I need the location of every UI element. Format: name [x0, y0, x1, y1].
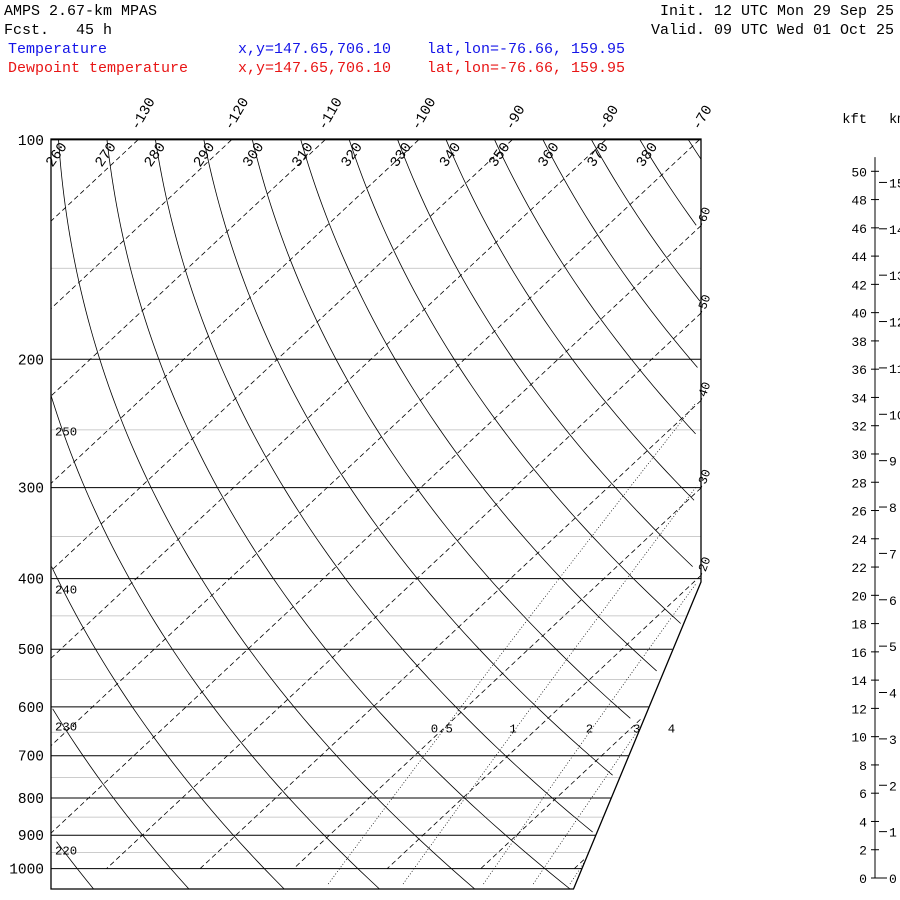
svg-text:1.: 1. — [889, 826, 900, 841]
svg-text:500: 500 — [18, 643, 44, 659]
svg-text:46: 46 — [851, 222, 867, 237]
svg-text:30: 30 — [851, 448, 867, 463]
svg-text:2: 2 — [586, 722, 593, 736]
svg-text:1: 1 — [509, 722, 516, 736]
svg-text:-20: -20 — [694, 555, 715, 581]
svg-text:300: 300 — [18, 482, 44, 498]
svg-text:-90: -90 — [503, 103, 530, 134]
svg-text:5.: 5. — [889, 640, 900, 655]
svg-text:900: 900 — [18, 829, 44, 845]
svg-text:42: 42 — [851, 278, 867, 293]
svg-text:0: 0 — [859, 872, 867, 887]
svg-text:700: 700 — [18, 750, 44, 766]
svg-text:40: 40 — [851, 307, 867, 322]
svg-text:4: 4 — [859, 815, 867, 830]
svg-text:370: 370 — [585, 140, 613, 171]
svg-text:9.: 9. — [889, 455, 900, 470]
svg-text:200: 200 — [18, 353, 44, 369]
svg-text:360: 360 — [535, 140, 563, 171]
svg-text:-30: -30 — [694, 468, 715, 494]
svg-text:-80: -80 — [596, 103, 623, 134]
svg-text:4: 4 — [668, 722, 675, 736]
svg-text:380: 380 — [634, 140, 662, 171]
svg-text:11.: 11. — [889, 362, 900, 377]
svg-text:48: 48 — [851, 194, 867, 209]
svg-text:20: 20 — [851, 589, 867, 604]
svg-text:7.: 7. — [889, 547, 900, 562]
svg-text:3: 3 — [633, 722, 640, 736]
svg-text:22: 22 — [851, 561, 867, 576]
svg-text:-130: -130 — [128, 95, 159, 133]
svg-text:14: 14 — [851, 674, 867, 689]
svg-text:600: 600 — [18, 701, 44, 717]
svg-text:6: 6 — [859, 787, 867, 802]
svg-text:13.: 13. — [889, 269, 900, 284]
svg-text:3.: 3. — [889, 733, 900, 748]
svg-text:16: 16 — [851, 646, 867, 661]
svg-text:-70: -70 — [690, 103, 717, 134]
svg-text:15.: 15. — [889, 176, 900, 191]
svg-text:-110: -110 — [315, 95, 346, 133]
svg-text:-100: -100 — [409, 95, 440, 133]
svg-text:400: 400 — [18, 573, 44, 589]
svg-text:4.: 4. — [889, 687, 900, 702]
svg-text:330: 330 — [388, 140, 416, 171]
svg-text:50: 50 — [851, 165, 867, 180]
svg-text:250: 250 — [55, 425, 77, 439]
svg-text:-60: -60 — [694, 205, 715, 231]
svg-text:310: 310 — [289, 140, 317, 171]
svg-text:6.: 6. — [889, 594, 900, 609]
svg-text:320: 320 — [339, 140, 367, 171]
svg-text:8.: 8. — [889, 501, 900, 516]
svg-text:340: 340 — [437, 140, 465, 171]
svg-text:350: 350 — [486, 140, 514, 171]
svg-text:230: 230 — [55, 720, 77, 734]
svg-text:-40: -40 — [694, 380, 715, 406]
svg-text:km: km — [889, 112, 900, 128]
svg-text:100: 100 — [18, 134, 44, 150]
svg-text:24: 24 — [851, 533, 867, 548]
svg-text:36: 36 — [851, 363, 867, 378]
svg-text:0.: 0. — [889, 872, 900, 887]
svg-text:240: 240 — [55, 583, 77, 597]
svg-text:-120: -120 — [222, 95, 253, 133]
svg-text:12: 12 — [851, 702, 867, 717]
svg-text:280: 280 — [142, 140, 170, 171]
svg-text:300: 300 — [240, 140, 268, 171]
svg-text:260: 260 — [43, 140, 71, 171]
svg-text:2: 2 — [859, 844, 867, 859]
svg-text:32: 32 — [851, 420, 867, 435]
svg-text:34: 34 — [851, 391, 867, 406]
svg-text:10.: 10. — [889, 408, 900, 423]
svg-text:10: 10 — [851, 731, 867, 746]
svg-text:0.5: 0.5 — [431, 722, 453, 736]
svg-text:270: 270 — [93, 140, 121, 171]
svg-text:8: 8 — [859, 759, 867, 774]
svg-text:26: 26 — [851, 505, 867, 520]
svg-text:12.: 12. — [889, 316, 900, 331]
svg-text:2.: 2. — [889, 779, 900, 794]
svg-text:kft: kft — [842, 112, 867, 128]
svg-text:18: 18 — [851, 618, 867, 633]
svg-text:1000: 1000 — [9, 863, 44, 879]
svg-text:28: 28 — [851, 476, 867, 491]
svg-text:800: 800 — [18, 792, 44, 808]
svg-text:38: 38 — [851, 335, 867, 350]
svg-text:290: 290 — [191, 140, 219, 171]
svg-text:14.: 14. — [889, 223, 900, 238]
svg-text:44: 44 — [851, 250, 867, 265]
svg-text:220: 220 — [55, 845, 77, 859]
